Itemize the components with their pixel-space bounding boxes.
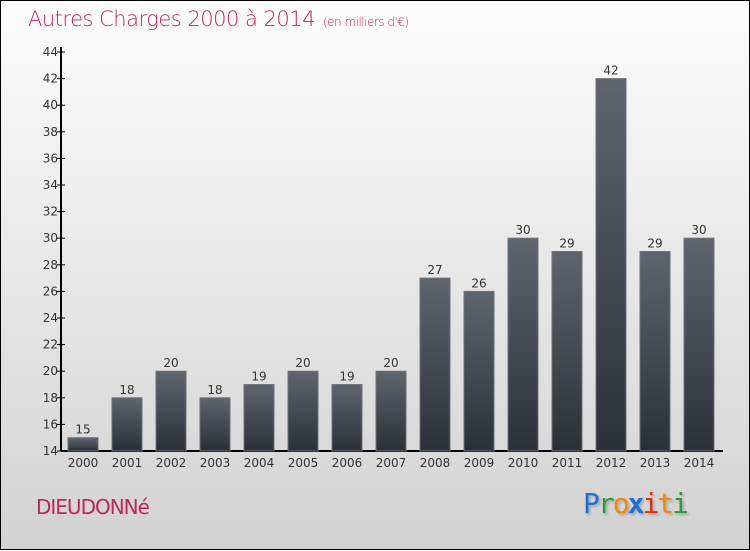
bar-2001 bbox=[111, 397, 143, 452]
x-tick-label: 2008 bbox=[420, 456, 451, 470]
data-label-2007: 20 bbox=[383, 356, 398, 370]
data-label-2008: 27 bbox=[427, 263, 442, 277]
x-tick-label: 2013 bbox=[640, 456, 671, 470]
chart-title: Autres Charges 2000 à 2014 (en milliers d… bbox=[28, 7, 409, 31]
bar-2000 bbox=[67, 437, 99, 452]
data-label-2012: 42 bbox=[603, 64, 618, 78]
data-label-2002: 20 bbox=[163, 356, 178, 370]
bar-2014 bbox=[683, 237, 715, 452]
data-label-2000: 15 bbox=[75, 423, 90, 437]
data-label-2010: 30 bbox=[515, 223, 530, 237]
bar-2004 bbox=[243, 384, 275, 452]
x-tick-label: 2005 bbox=[288, 456, 319, 470]
y-tick-label: 34 bbox=[43, 178, 58, 192]
bar-2007 bbox=[375, 370, 407, 452]
y-tick-label: 36 bbox=[43, 151, 58, 165]
x-tick-label: 2003 bbox=[200, 456, 231, 470]
x-tick-label: 2002 bbox=[156, 456, 187, 470]
bar-2002 bbox=[155, 370, 187, 452]
bar-2012 bbox=[595, 78, 627, 452]
bar-2011 bbox=[551, 251, 583, 452]
y-tick-label: 32 bbox=[43, 205, 58, 219]
bar-2006 bbox=[331, 384, 363, 452]
y-tick-label: 22 bbox=[43, 338, 58, 352]
data-label-2003: 18 bbox=[207, 383, 222, 397]
x-tick-label: 2001 bbox=[112, 456, 143, 470]
bar-2009 bbox=[463, 290, 495, 452]
y-tick-label: 30 bbox=[43, 231, 58, 245]
bar-2008 bbox=[419, 277, 451, 452]
data-label-2006: 19 bbox=[339, 370, 354, 384]
unit-label: (en milliers d'€) bbox=[322, 15, 409, 29]
bar-2010 bbox=[507, 237, 539, 452]
x-tick-label: 2010 bbox=[508, 456, 539, 470]
y-tick-label: 44 bbox=[43, 45, 58, 59]
proxiti-logo: Proxiti bbox=[583, 487, 689, 520]
x-tick-label: 2009 bbox=[464, 456, 495, 470]
y-tick-label: 28 bbox=[43, 258, 58, 272]
commune-name: DIEUDONNé bbox=[36, 495, 150, 519]
y-tick-label: 16 bbox=[43, 417, 58, 431]
x-tick-label: 2004 bbox=[244, 456, 275, 470]
y-tick-label: 24 bbox=[43, 311, 58, 325]
x-tick-label: 2007 bbox=[376, 456, 407, 470]
x-tick-label: 2014 bbox=[684, 456, 715, 470]
title-text: Autres Charges 2000 à 2014 bbox=[28, 7, 315, 31]
y-tick-label: 20 bbox=[43, 364, 58, 378]
data-label-2004: 19 bbox=[251, 370, 266, 384]
data-label-2009: 26 bbox=[471, 276, 486, 290]
x-tick-label: 2000 bbox=[68, 456, 99, 470]
y-tick-label: 38 bbox=[43, 125, 58, 139]
data-label-2005: 20 bbox=[295, 356, 310, 370]
y-tick-label: 26 bbox=[43, 284, 58, 298]
x-tick-label: 2011 bbox=[552, 456, 583, 470]
bar-2005 bbox=[287, 370, 319, 452]
bar-2013 bbox=[639, 251, 671, 452]
data-label-2013: 29 bbox=[647, 237, 662, 251]
data-label-2014: 30 bbox=[691, 223, 706, 237]
y-tick-label: 14 bbox=[43, 444, 58, 458]
y-tick-label: 42 bbox=[43, 72, 58, 86]
x-tick-label: 2012 bbox=[596, 456, 627, 470]
y-tick-label: 18 bbox=[43, 391, 58, 405]
data-label-2001: 18 bbox=[119, 383, 134, 397]
y-tick-label: 40 bbox=[43, 98, 58, 112]
data-label-2011: 29 bbox=[559, 237, 574, 251]
bar-2003 bbox=[199, 397, 231, 452]
x-tick-label: 2006 bbox=[332, 456, 363, 470]
